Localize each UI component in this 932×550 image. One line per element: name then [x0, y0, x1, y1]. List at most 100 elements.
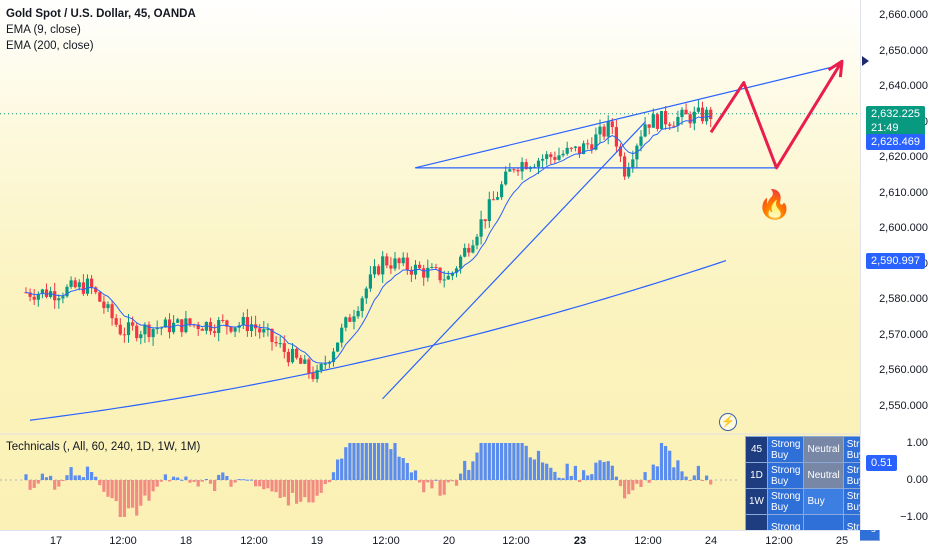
oscillator-bar — [524, 445, 528, 480]
candle — [286, 348, 290, 367]
candle — [225, 319, 229, 335]
oscillator-bar — [389, 449, 393, 480]
candle-body — [262, 329, 266, 333]
oscillator-bar — [487, 443, 491, 480]
candle-body — [278, 343, 282, 345]
ema9-legend[interactable]: EMA (9, close) — [6, 24, 81, 36]
oscillator-bar — [684, 476, 688, 480]
oscillator-bar — [90, 472, 94, 480]
oscillator-bar — [217, 474, 221, 480]
candle-body — [618, 146, 623, 157]
candle — [176, 317, 180, 324]
candle-body — [372, 266, 377, 275]
oscillator-bar — [352, 443, 356, 480]
candle-body — [110, 304, 114, 319]
oscillator-bar — [573, 465, 577, 480]
candle — [528, 165, 532, 172]
oscillator-bar — [709, 480, 713, 485]
oscillator-bar — [307, 480, 311, 503]
oscillator-bar — [98, 480, 102, 486]
alert-marker-icon[interactable] — [862, 56, 869, 66]
candle — [295, 347, 299, 360]
candle-body — [405, 257, 409, 270]
candle-body — [258, 328, 262, 333]
candle — [504, 166, 508, 186]
oscillator-bar — [249, 479, 254, 481]
candle-body — [504, 171, 508, 185]
oscillator-bar — [586, 475, 590, 480]
oscillator-bar — [258, 480, 262, 487]
technicals-label[interactable]: Technicals (, All, 60, 240, 1D, 1W, 1M) — [6, 441, 201, 453]
candle — [151, 328, 155, 346]
candle — [577, 146, 582, 159]
symbol-title[interactable]: Gold Spot / U.S. Dollar, 45, OANDA — [6, 8, 196, 20]
candle-body — [241, 317, 245, 326]
candle-body — [483, 219, 487, 222]
candle-body — [77, 282, 81, 288]
oscillator-bar — [463, 460, 467, 480]
technicals-cell: Buy — [803, 488, 844, 515]
candle-body — [438, 267, 442, 281]
price-tick-label: 2,560.000 — [879, 364, 928, 377]
oscillator-bar — [340, 458, 344, 480]
oscillator-bar — [541, 462, 545, 480]
time-axis[interactable]: 17 12:00 18 12:00 19 12:00 20 12:00 23 12:00 24 12:… — [0, 530, 860, 550]
candle-body — [319, 363, 323, 371]
candle — [606, 115, 610, 145]
candle — [614, 119, 618, 152]
candle — [61, 292, 65, 304]
candle-body — [582, 143, 586, 155]
oscillator-bar — [696, 465, 700, 480]
candle — [28, 288, 32, 302]
oscillator-bar — [705, 475, 709, 480]
oscillator-bar — [200, 480, 204, 482]
ema200-legend[interactable]: EMA (200, close) — [6, 40, 94, 52]
candle — [545, 151, 549, 166]
oscillator-bar — [438, 480, 442, 496]
candle-body — [418, 264, 422, 269]
candle-body — [126, 322, 131, 336]
candle-body — [409, 269, 413, 275]
candle — [237, 321, 241, 333]
oscillator-bar — [664, 445, 668, 480]
oscillator-bar — [295, 480, 299, 504]
candle-body — [561, 153, 565, 156]
candle — [618, 143, 623, 162]
oscillator-bar — [393, 443, 397, 480]
oscillator-bar — [122, 480, 126, 517]
oscillator-bar — [274, 480, 278, 493]
candle — [245, 309, 249, 337]
oscillator-bar — [32, 480, 36, 488]
candle-body — [73, 280, 77, 288]
candle-body — [647, 124, 651, 128]
candle — [651, 108, 655, 128]
oscillator-bar — [598, 460, 602, 480]
candle-body — [516, 169, 520, 172]
candle-body — [36, 293, 40, 300]
candle — [90, 275, 94, 295]
candle — [53, 282, 57, 309]
oscillator-bar — [618, 480, 623, 487]
oscillator-bar — [65, 475, 69, 480]
candle-body — [221, 320, 225, 322]
candle-body — [323, 363, 327, 365]
chart-canvas[interactable] — [0, 0, 860, 530]
lightning-icon[interactable]: ⚡ — [719, 413, 737, 431]
oscillator-bar — [331, 472, 336, 480]
oscillator-bar — [688, 480, 692, 481]
candle — [696, 99, 700, 114]
candle — [155, 320, 159, 335]
price-tick-label: 2,600.000 — [879, 222, 928, 235]
candle-body — [598, 126, 602, 135]
candle-body — [295, 348, 299, 358]
candle — [655, 112, 659, 132]
oscillator-bar — [483, 443, 487, 480]
time-tick-label: 17 — [49, 535, 63, 547]
candle-body — [344, 317, 348, 328]
oscillator-bar — [631, 480, 635, 491]
oscillator-bar — [192, 480, 196, 482]
oscillator-bar — [651, 464, 655, 480]
candle — [368, 265, 372, 292]
candle — [135, 322, 139, 342]
candle-body — [467, 247, 471, 253]
